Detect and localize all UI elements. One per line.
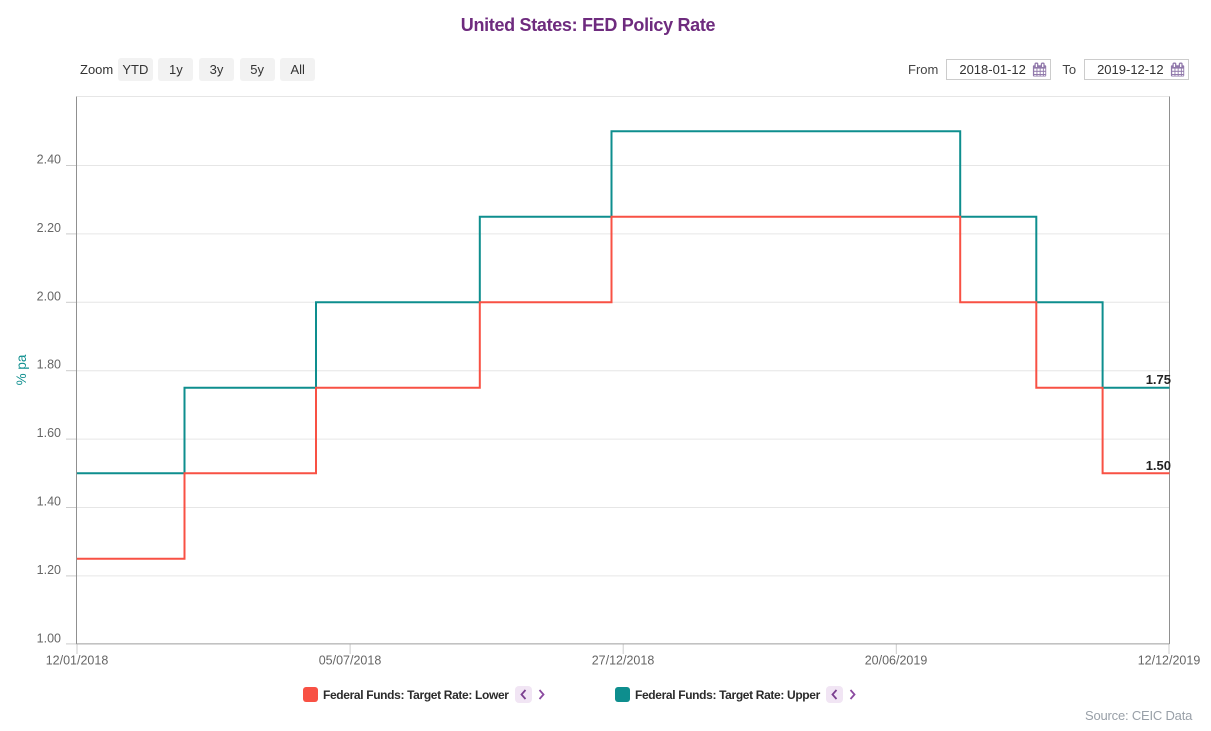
- svg-text:1.20: 1.20: [37, 563, 61, 577]
- svg-text:12/01/2018: 12/01/2018: [46, 654, 109, 668]
- svg-text:2.20: 2.20: [37, 221, 61, 235]
- svg-text:1.80: 1.80: [37, 358, 61, 372]
- svg-text:2.40: 2.40: [37, 153, 61, 167]
- svg-text:% pa: % pa: [14, 354, 29, 385]
- svg-text:1.60: 1.60: [37, 426, 61, 440]
- svg-text:1.75: 1.75: [1146, 372, 1171, 387]
- svg-text:1.50: 1.50: [1146, 458, 1171, 473]
- svg-text:20/06/2019: 20/06/2019: [865, 654, 928, 668]
- svg-text:1.00: 1.00: [37, 631, 61, 645]
- svg-text:12/12/2019: 12/12/2019: [1138, 654, 1201, 668]
- svg-text:27/12/2018: 27/12/2018: [592, 654, 655, 668]
- svg-text:2.00: 2.00: [37, 289, 61, 303]
- svg-text:05/07/2018: 05/07/2018: [319, 654, 382, 668]
- svg-text:1.40: 1.40: [37, 495, 61, 509]
